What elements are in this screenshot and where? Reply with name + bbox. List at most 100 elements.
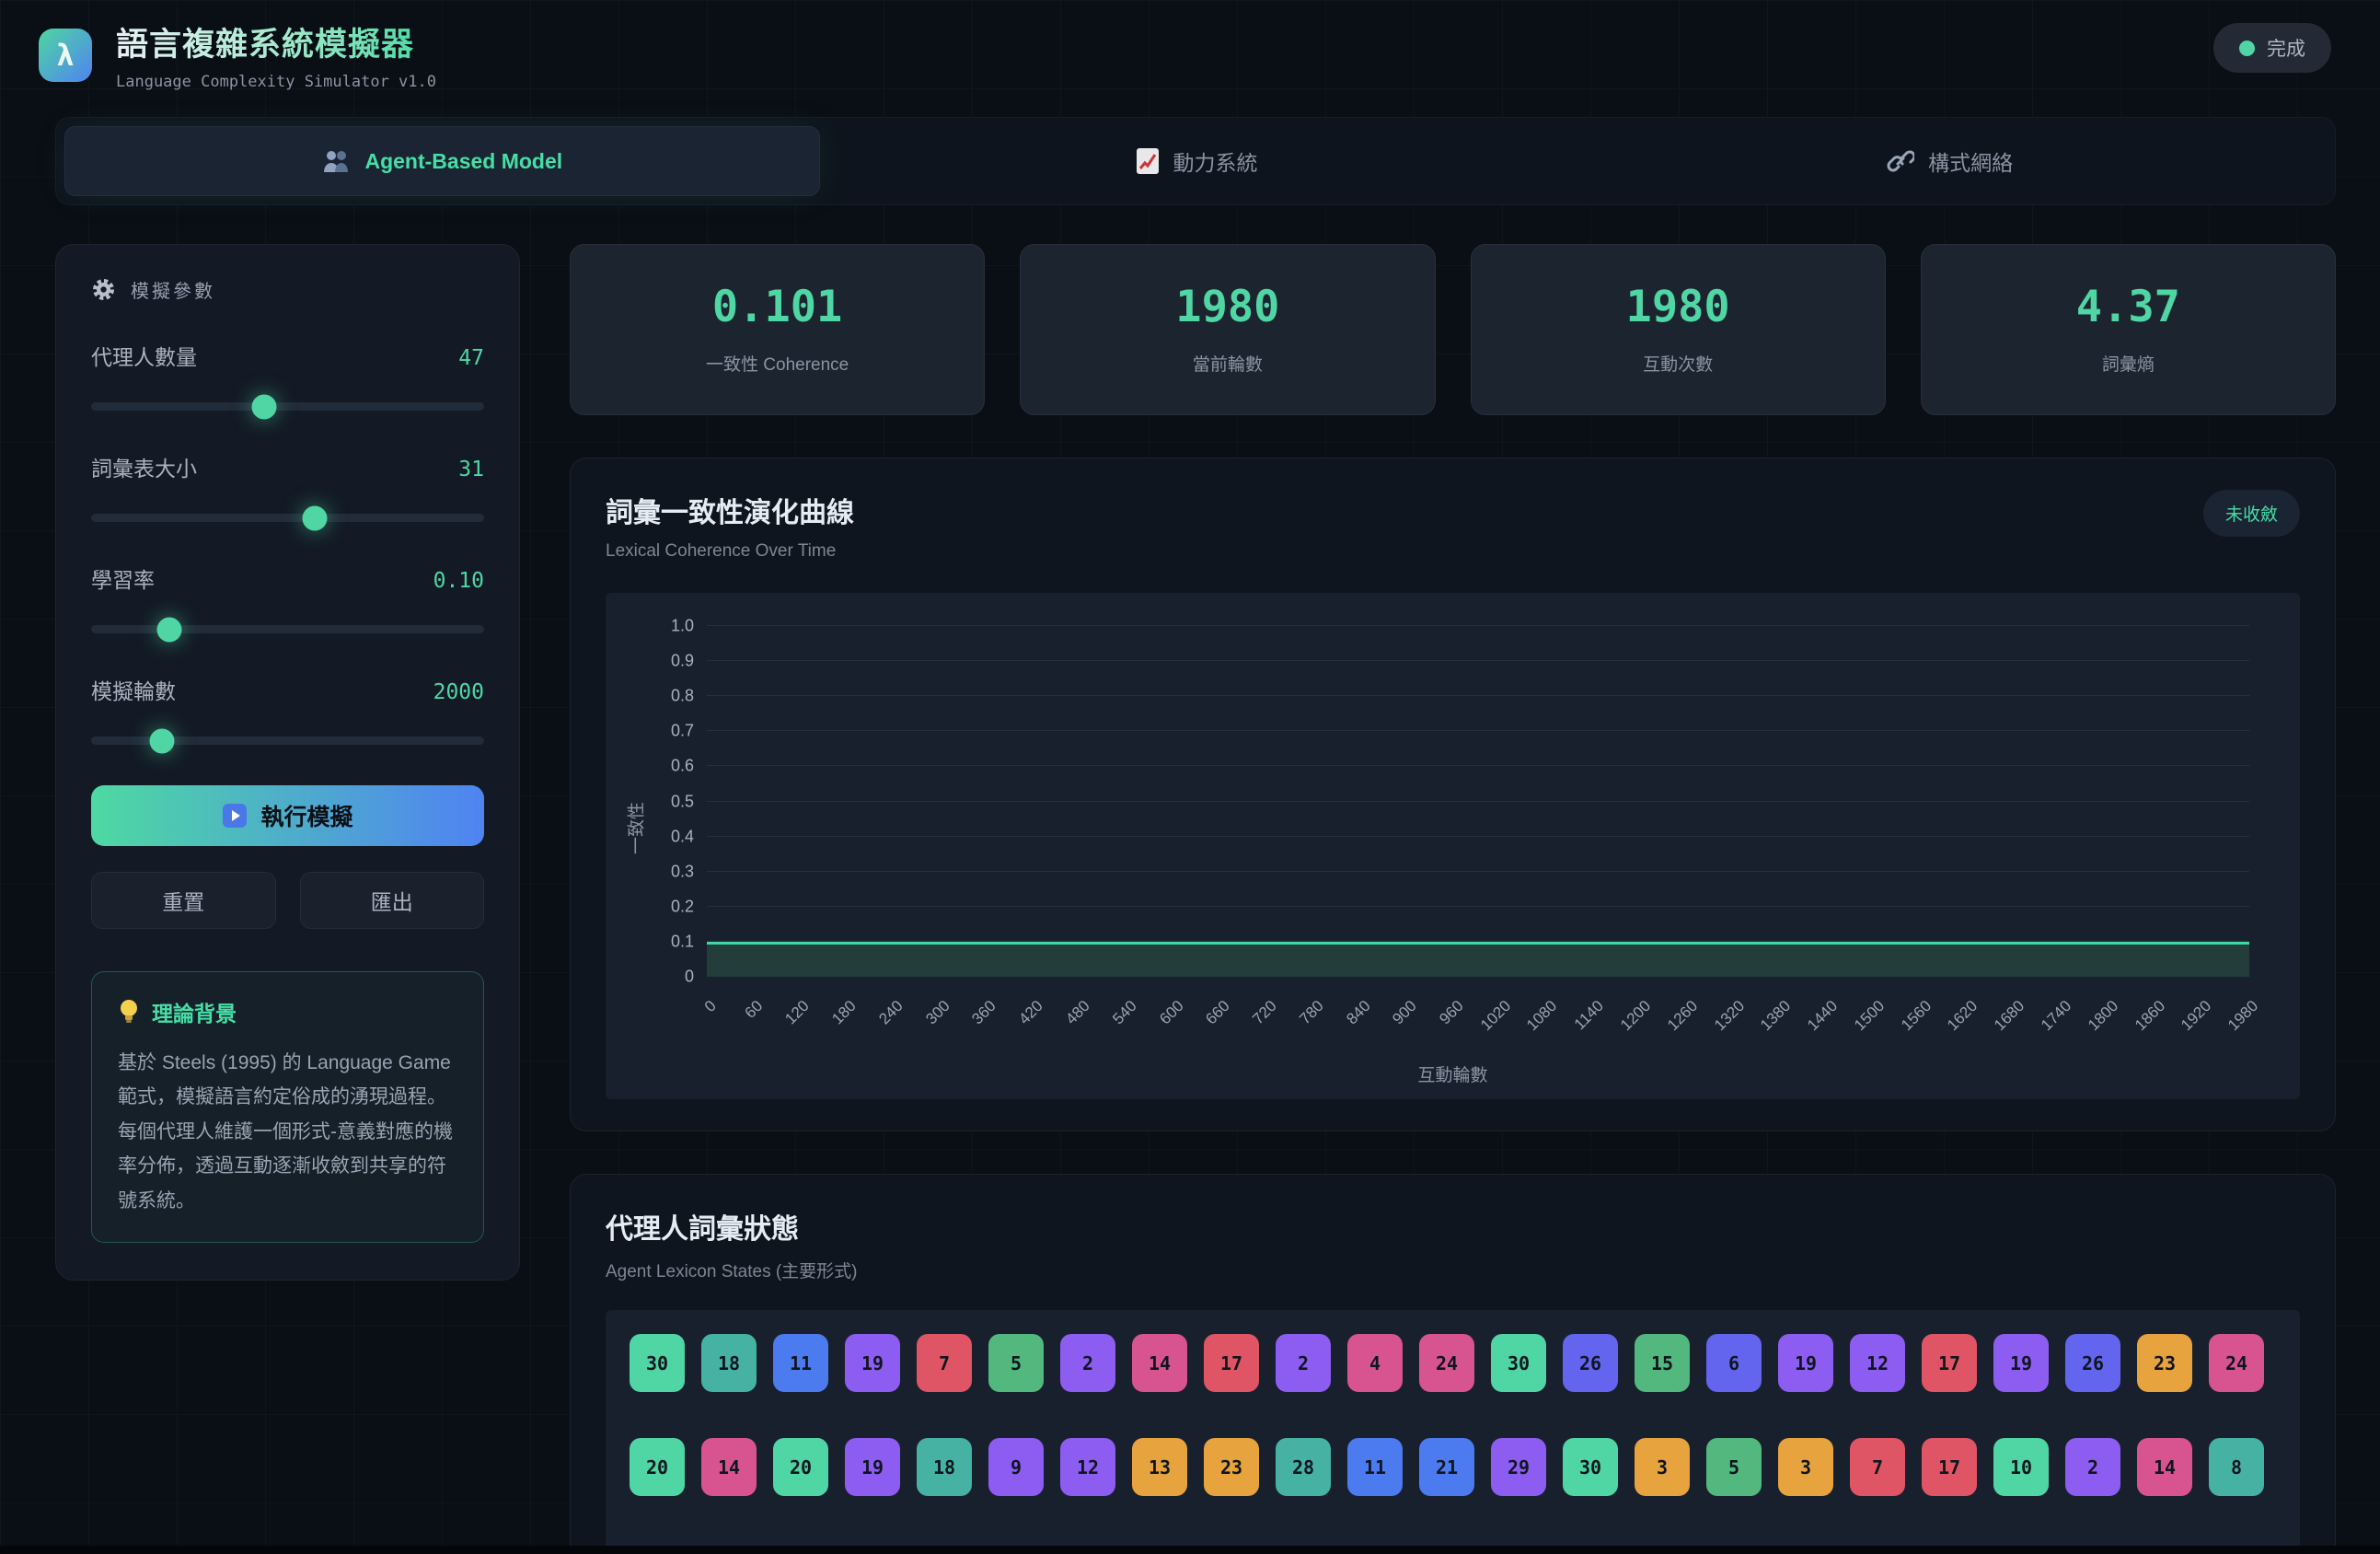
status-text: 完成 [2267,39,2305,60]
agent-tile: 24 [2209,1334,2264,1392]
tab-construction-network[interactable]: 構式網絡 [1573,126,2327,196]
x-axis-label: 互動輪數 [1417,1066,1488,1085]
agent-tile: 19 [845,1334,900,1392]
grid-line [707,905,2249,907]
grid-line [707,765,2249,767]
x-tick-label: 780 [1296,997,1327,1028]
stat-value: 1980 [1625,282,1730,332]
chart-subtitle: Lexical Coherence Over Time [606,541,837,561]
x-tick-label: 1260 [1663,997,1701,1035]
agent-tile: 6 [1706,1334,1762,1392]
grid-line [707,730,2249,732]
lambda-glyph: λ [56,37,75,73]
param-slider[interactable] [91,728,484,753]
stat-card: 0.101 一致性 Coherence [570,244,986,415]
x-tick-label: 0 [700,997,720,1016]
agent-tile: 5 [988,1334,1044,1392]
stat-value: 1980 [1175,282,1280,332]
page-title: 語言複雜系統模擬器 [116,18,436,65]
stat-value: 4.37 [2075,282,2180,332]
y-tick-label: 0.2 [670,897,694,916]
slider-thumb[interactable] [156,617,182,642]
agent-tile: 2 [2065,1438,2120,1496]
agent-tile: 19 [1778,1334,1833,1392]
x-tick-label: 1680 [1991,997,2028,1035]
x-tick-label: 840 [1342,997,1374,1028]
param-value: 2000 [433,680,484,704]
agent-tile: 12 [1850,1334,1905,1392]
theory-body: 基於 Steels (1995) 的 Language Game 範式，模擬語言… [118,1052,453,1212]
status-badge: 完成 [2213,23,2331,73]
param-slider[interactable] [91,617,484,642]
bulb-icon [121,1000,137,1023]
slider-thumb[interactable] [302,505,328,530]
y-tick-label: 0.3 [670,862,694,881]
x-tick-label: 180 [828,997,860,1028]
param-value: 47 [458,346,484,370]
agent-tile: 30 [630,1334,685,1392]
agent-tile: 17 [1922,1438,1977,1496]
agent-tile: 24 [1419,1334,1474,1392]
sim-params-header: 模擬參數 [91,276,484,303]
param-slider[interactable] [91,505,484,530]
people-icon [324,151,349,172]
tab-label: Agent-Based Model [364,148,563,173]
param-row: 學習率 0.10 [91,562,484,642]
agent-tile: 21 [1419,1438,1474,1496]
x-tick-label: 240 [875,997,907,1028]
x-tick-label: 1560 [1897,997,1935,1035]
stat-label: 詞彙熵 [2101,355,2155,375]
reset-button[interactable]: 重置 [91,872,276,929]
agent-tile: 28 [1276,1438,1331,1496]
theory-panel: 理論背景 基於 Steels (1995) 的 Language Game 範式… [91,971,484,1243]
agent-tile: 14 [1132,1334,1187,1392]
stat-label: 一致性 Coherence [706,355,849,375]
param-label: 學習率 [91,568,155,592]
y-tick-label: 0.6 [670,756,694,775]
tab-label: 構式網絡 [1928,151,2014,175]
agents-title: 代理人詞彙狀態 [606,1214,799,1245]
chart-title: 詞彙一致性演化曲線 [606,498,854,528]
agent-tile: 19 [845,1438,900,1496]
agent-tile: 11 [1347,1438,1403,1496]
tab-dynamics[interactable]: 動力系統 [820,126,1574,196]
x-tick-label: 360 [968,997,1000,1028]
stats-row: 0.101 一致性 Coherence 1980 當前輪數 1980 互動次數 [570,244,2336,415]
y-tick-label: 1.0 [670,616,694,635]
agent-tile: 10 [1993,1438,2049,1496]
export-button[interactable]: 匯出 [299,872,484,929]
agent-tile: 15 [1635,1334,1690,1392]
param-label: 詞彙表大小 [91,457,197,481]
x-tick-label: 1140 [1571,997,1608,1034]
run-button-label: 執行模擬 [260,805,353,830]
x-tick-labels: 0 60 120 180 240 300 360 420 480 540 600 660 720 780 8… [700,984,2261,1049]
x-tick-label: 120 [781,997,814,1028]
y-tick-label: 0.4 [670,827,694,846]
agent-tile: 18 [701,1334,757,1392]
grid-line [707,835,2249,837]
coherence-chart-card: 詞彙一致性演化曲線 Lexical Coherence Over Time 未收… [570,458,2336,1131]
agent-tile: 7 [1850,1438,1905,1496]
y-axis-label: 一致性 [627,802,647,855]
tab-bar: Agent-Based Model 動力系統 構式網絡 [55,117,2336,205]
y-tick-label: 0.7 [670,721,694,740]
y-tick-label: 0 [684,967,694,986]
x-tick-label: 1740 [2038,997,2075,1035]
param-row: 詞彙表大小 31 [91,451,484,530]
agent-tile: 20 [630,1438,685,1496]
param-list: 代理人數量 47 詞彙表大小 31 [91,340,484,753]
y-tick-label: 0.9 [670,651,694,670]
content: 模擬參數 代理人數量 47 [55,244,2336,1554]
run-simulation-button[interactable]: 執行模擬 [91,785,484,846]
tab-agent-based-model[interactable]: Agent-Based Model [64,126,820,196]
x-tick-label: 900 [1389,997,1421,1028]
x-tick-label: 540 [1109,997,1140,1028]
slider-thumb[interactable] [251,394,277,419]
slider-thumb[interactable] [149,728,175,753]
window-bottom-edge [0,1546,2380,1554]
param-slider[interactable] [91,394,484,419]
x-tick-label: 1320 [1710,997,1748,1035]
agent-tile: 18 [917,1438,972,1496]
theory-title: 理論背景 [152,1002,237,1026]
x-tick-label: 600 [1155,997,1187,1028]
